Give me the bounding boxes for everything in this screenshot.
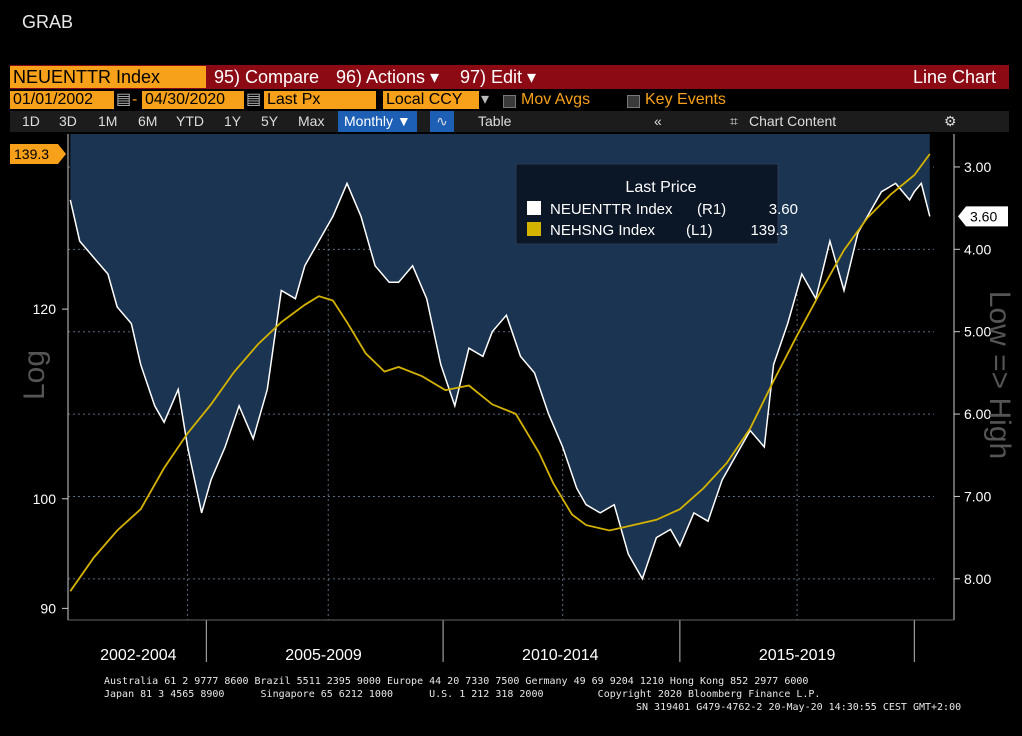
legend-last-neuenttr: 3.60 [769,201,798,218]
calendar-icon[interactable]: ▤ [116,91,132,108]
app-label: GRAB [22,12,74,32]
mov-avgs-label: Mov Avgs [521,91,591,108]
range-1m[interactable]: 1M [98,113,118,129]
footer-line-3: SN 319401 G479-4762-2 20-May-20 14:30:55… [636,702,962,713]
legend-swatch-neuenttr [527,201,541,215]
range-toolbar [10,111,1009,132]
table-button[interactable]: Table [478,113,512,129]
series-line-neuenttr [69,181,931,581]
right-current-tag [958,206,1008,227]
right-axis-tick-label: 8.00 [964,571,991,587]
range-1y[interactable]: 1Y [224,113,242,129]
range-ytd[interactable]: YTD [176,113,204,129]
legend-box [515,163,779,245]
right-axis-tick-label: 5.00 [964,324,991,340]
legend-axis-nehsng: (L1) [686,222,713,239]
end-date-field[interactable]: 04/30/2020 [142,91,244,109]
legend-axis-neuenttr: (R1) [697,201,726,218]
right-axis-tick-label: 7.00 [964,488,991,504]
left-axis-tick-label: 100 [33,491,57,507]
calendar-icon[interactable]: ▤ [246,91,262,108]
date-separator: - [132,91,138,108]
chevron-down-icon[interactable]: ▾ [481,91,490,108]
legend-title: Last Price [625,179,696,196]
legend-swatch-nehsng [527,222,541,236]
field-select[interactable]: Last Px [264,91,376,109]
actions-menu[interactable]: 96) Actions ▾ [336,67,440,87]
key-events-label: Key Events [645,91,726,108]
series-line-nehsng [69,153,931,592]
range-6m[interactable]: 6M [138,113,158,129]
legend-name-neuenttr: NEUENTTR Index [550,201,673,218]
gear-icon[interactable]: ⚙ [944,113,957,129]
line-chart-icon[interactable]: ∿ [430,111,454,132]
currency-select[interactable]: Local CCY [383,91,479,109]
right-axis-tick-label: 4.00 [964,241,991,257]
chart-content-icon[interactable]: ⌗ [730,113,738,129]
chart-type-label[interactable]: Line Chart [912,67,996,87]
left-current-value: 139.3 [14,146,49,162]
footer-line-2: Japan 81 3 4565 8900 Singapore 65 6212 1… [104,689,821,700]
legend-last-nehsng: 139.3 [750,222,788,239]
left-axis-title: Log [18,350,51,400]
right-axis-tick-label: 6.00 [964,406,991,422]
frequency-select[interactable]: Monthly ▼ [338,111,417,132]
collapse-icon[interactable]: « [654,113,662,129]
right-current-value: 3.60 [970,208,997,224]
footer-line-1: Australia 61 2 9777 8600 Brazil 5511 239… [104,676,809,687]
right-axis-tick-label: 3.00 [964,159,991,175]
range-1d[interactable]: 1D [22,113,40,129]
ticker-field[interactable]: NEUENTTR Index [10,66,206,88]
legend-name-nehsng: NEHSNG Index [550,222,656,239]
left-axis-tick-label: 120 [33,301,57,317]
upper-area-fill [70,134,930,579]
range-5y[interactable]: 5Y [261,113,279,129]
mov-avgs-checkbox[interactable] [503,95,516,108]
x-period-label: 2010-2014 [522,647,599,664]
chart-content-button[interactable]: Chart Content [749,113,837,129]
compare-button[interactable]: 95) Compare [214,67,320,87]
start-date-field[interactable]: 01/01/2002 [10,91,114,109]
left-axis-tick-label: 90 [40,600,56,616]
x-period-label: 2005-2009 [285,647,362,664]
edit-menu[interactable]: 97) Edit ▾ [460,67,537,87]
key-events-checkbox[interactable] [627,95,640,108]
range-3d[interactable]: 3D [59,113,77,129]
left-current-tag [10,143,66,164]
x-period-label: 2015-2019 [759,647,836,664]
x-period-label: 2002-2004 [100,647,177,664]
right-axis-title: Low => High [983,291,1016,459]
range-max[interactable]: Max [298,113,325,129]
